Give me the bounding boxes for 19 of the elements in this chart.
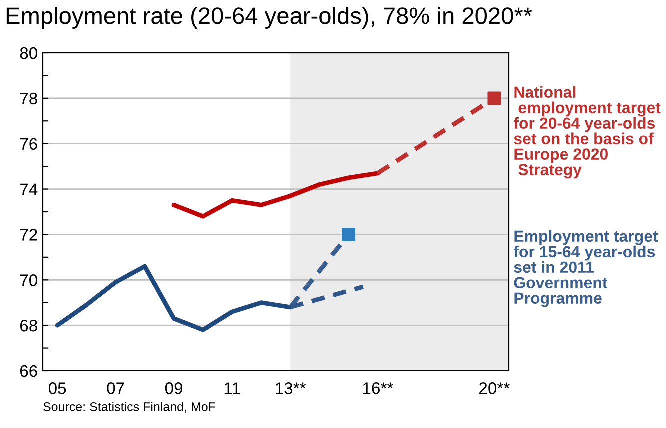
- x-tick-label: 05: [48, 382, 66, 394]
- y-tick-label: 80: [20, 47, 38, 60]
- text: Employment target for 15-64 year-olds set in 2011 Government Programme: [514, 230, 658, 308]
- chart-title: Employment rate (20-64 year-olds), 78% in 2020**: [6, 6, 532, 30]
- x-tick-label: 11: [224, 382, 240, 394]
- y-tick-label: 76: [20, 138, 38, 150]
- x-tick-label: 16**: [363, 382, 394, 394]
- y-tick-label: 68: [20, 320, 38, 332]
- y-tick-label: 74: [20, 184, 38, 196]
- y-tick-label: 78: [20, 92, 38, 105]
- y-tick-label: 72: [20, 229, 38, 241]
- x-tick-label: 13**: [276, 382, 306, 394]
- series-label: National employment target for 20-64 year-olds set on the basis of Europe 2020 Strategy: [514, 86, 661, 179]
- x-tick-label: 20**: [480, 382, 510, 394]
- x-tick-label: 09: [165, 382, 183, 394]
- y-tick-label: 70: [20, 274, 38, 286]
- x-tick-label: 07: [107, 382, 124, 394]
- source-note: Source: Statistics Finland, MoF: [44, 402, 216, 413]
- y-tick-label: 66: [20, 365, 38, 378]
